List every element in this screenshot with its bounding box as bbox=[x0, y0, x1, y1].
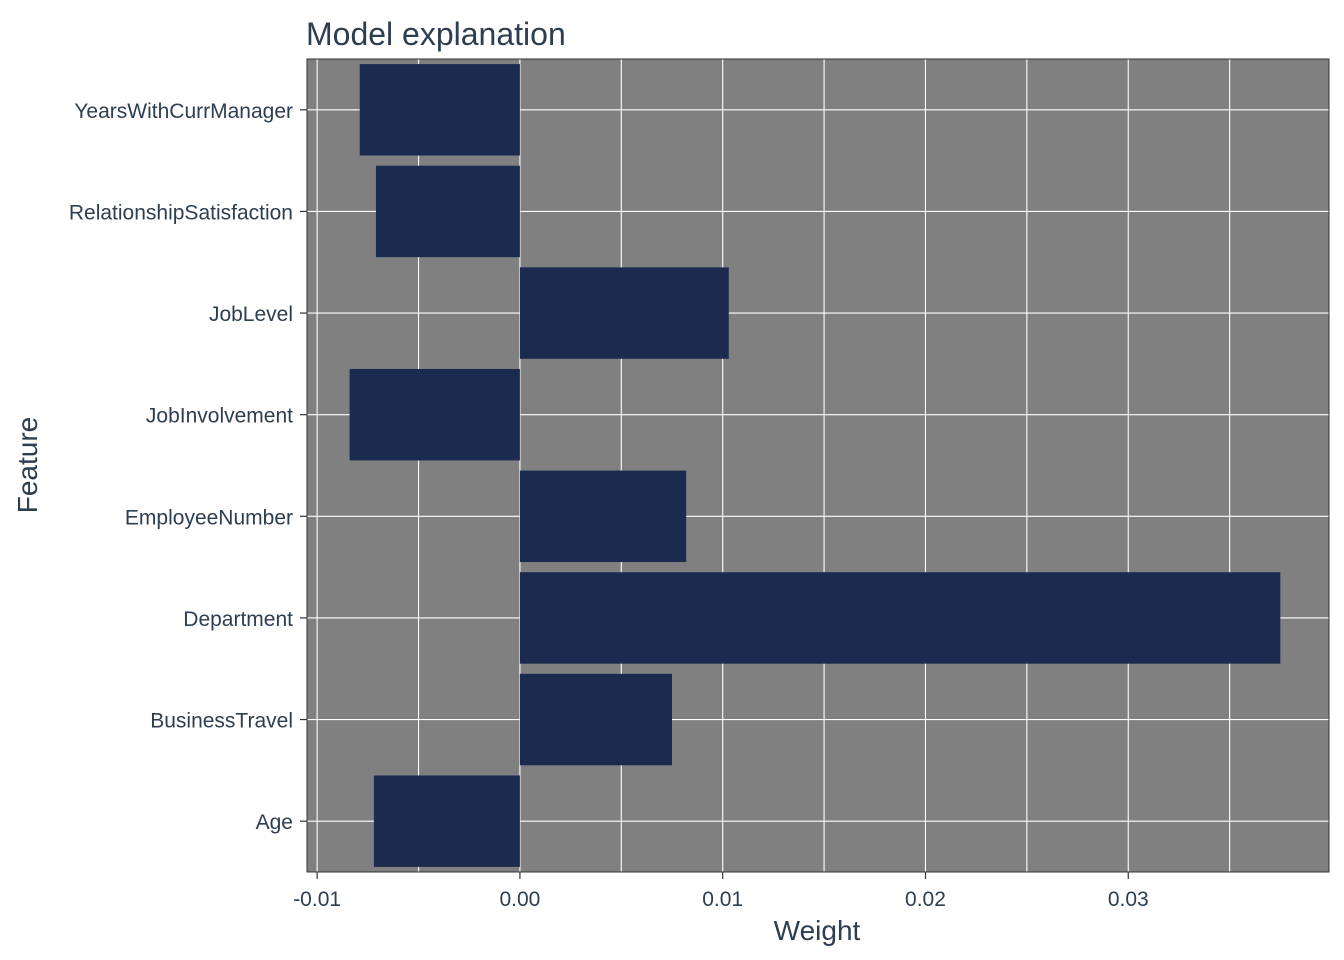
bar-BusinessTravel bbox=[519, 673, 672, 766]
y-tick-label: Department bbox=[183, 608, 293, 631]
x-tick-label: 0.03 bbox=[1108, 888, 1149, 911]
x-tick-label: 0.00 bbox=[499, 888, 540, 911]
x-tick-label: 0.02 bbox=[905, 888, 946, 911]
x-tick-label: -0.01 bbox=[293, 888, 341, 911]
y-tick-label: RelationshipSatisfaction bbox=[69, 201, 293, 224]
y-axis-title: Feature bbox=[12, 417, 43, 514]
grid-lines bbox=[307, 59, 1329, 872]
x-axis: -0.01 0.00 0.01 0.02 0.03 bbox=[293, 872, 1149, 911]
y-tick-label: EmployeeNumber bbox=[125, 506, 293, 529]
chart-title: Model explanation bbox=[306, 16, 566, 52]
bar-JobLevel bbox=[519, 267, 729, 359]
y-axis: YearsWithCurrManager RelationshipSatisfac… bbox=[69, 100, 307, 834]
y-tick-label: BusinessTravel bbox=[150, 710, 293, 733]
y-tick-label: JobInvolvement bbox=[146, 405, 293, 428]
y-tick-label: JobLevel bbox=[209, 303, 293, 326]
bars bbox=[349, 64, 1281, 867]
y-tick-label: YearsWithCurrManager bbox=[74, 100, 293, 123]
bar-Age bbox=[373, 775, 520, 867]
bar-YearsWithCurrManager bbox=[359, 64, 520, 156]
bar-Department bbox=[519, 572, 1281, 664]
bar-JobInvolvement bbox=[349, 368, 520, 461]
bar-EmployeeNumber bbox=[519, 470, 687, 563]
panel-border bbox=[306, 58, 1330, 873]
y-tick-label: Age bbox=[256, 811, 293, 834]
x-axis-title: Weight bbox=[774, 915, 861, 946]
x-tick-label: 0.01 bbox=[702, 888, 743, 911]
bar-RelationshipSatisfaction bbox=[375, 165, 520, 258]
